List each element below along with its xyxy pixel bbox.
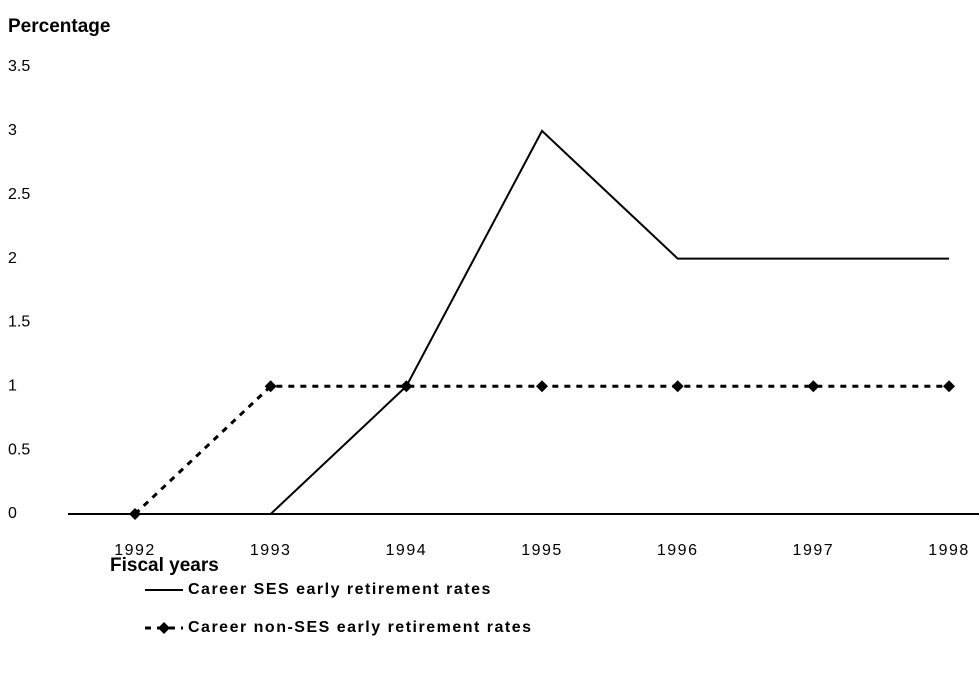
y-tick-label: 3.5 [8, 58, 30, 75]
y-tick-label: 0 [8, 505, 17, 522]
x-tick-label: 1994 [386, 542, 428, 559]
data-marker [943, 380, 956, 393]
x-axis-label: Fiscal years [110, 555, 219, 576]
chart-title: Percentage [8, 16, 110, 37]
data-marker [807, 380, 820, 393]
x-tick-label: 1997 [793, 542, 835, 559]
x-tick-label: 1998 [928, 542, 970, 559]
x-tick-label: 1995 [521, 542, 563, 559]
data-marker [400, 380, 413, 393]
y-tick-label: 2 [8, 250, 17, 267]
data-marker [671, 380, 684, 393]
x-tick-label: 1996 [657, 542, 699, 559]
data-marker [264, 380, 277, 393]
x-tick-label: 1992 [114, 542, 156, 559]
data-marker [129, 508, 141, 520]
data-marker [536, 380, 549, 393]
legend-marker [158, 622, 170, 634]
legend-label: Career SES early retirement rates [188, 581, 492, 598]
y-tick-label: 1.5 [8, 314, 30, 331]
series-line [133, 384, 950, 516]
y-tick-label: 0.5 [8, 441, 30, 458]
series-line [135, 129, 950, 515]
y-tick-label: 3 [8, 122, 17, 139]
x-tick-label: 1993 [250, 542, 292, 559]
y-tick-label: 1 [8, 378, 17, 395]
y-tick-label: 2.5 [8, 186, 30, 203]
legend-label: Career non-SES early retirement rates [188, 619, 533, 636]
